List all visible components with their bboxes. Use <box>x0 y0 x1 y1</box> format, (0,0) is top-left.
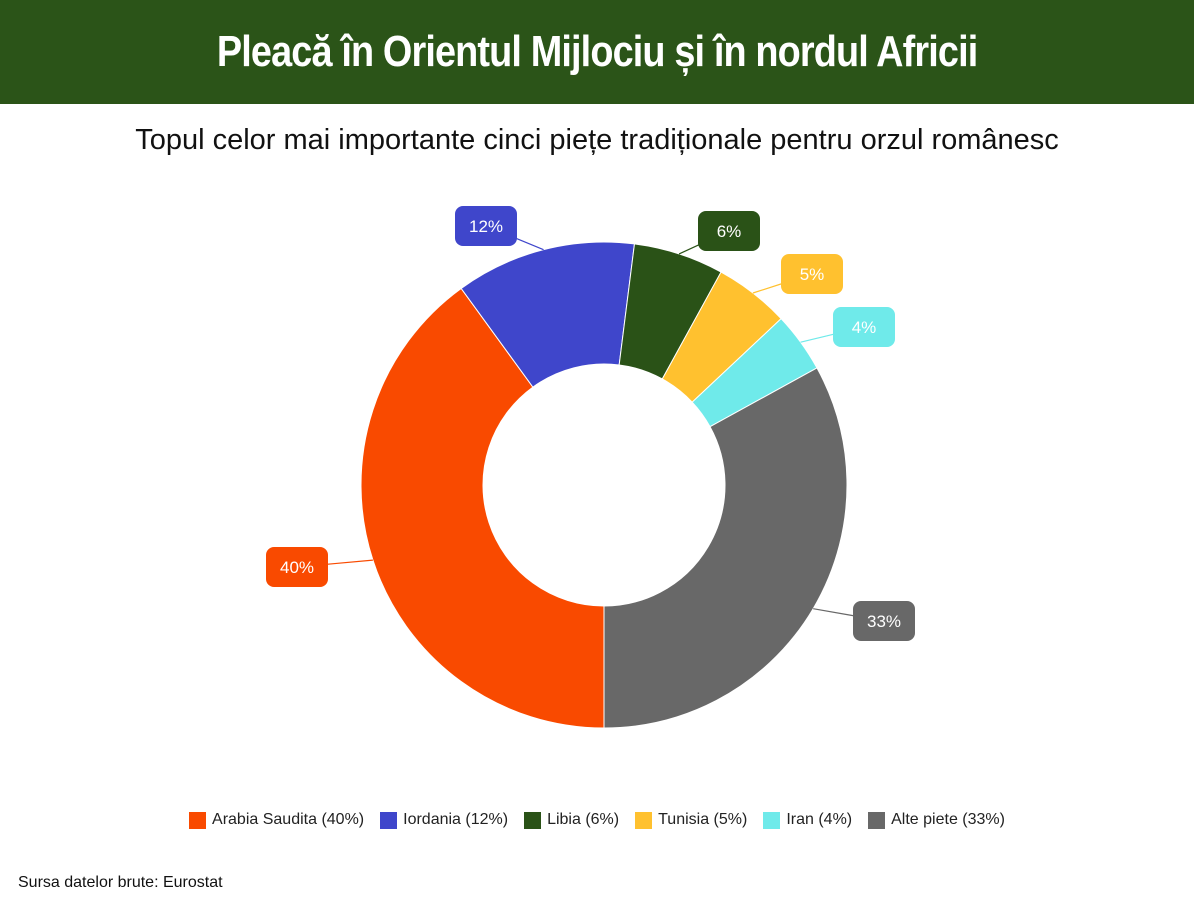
donut-chart: 40% 12% 6% 5% 4% 33% <box>266 206 915 729</box>
legend-swatch-arabia-saudita <box>189 811 207 829</box>
legend-label-alte-piete: Alte piete (33%) <box>891 811 1005 828</box>
label-box-tunisia <box>781 254 843 294</box>
data-label-iordania: 12% <box>469 217 503 236</box>
data-label-arabia-saudita: 40% <box>280 558 314 577</box>
page-title: Pleacă în Orientul Mijlociu și în nordul… <box>216 27 978 76</box>
label-box-libia <box>698 211 760 251</box>
legend-item-arabia-saudita: Arabia Saudita (40%) <box>189 811 364 829</box>
chart-legend: Arabia Saudita (40%) Iordania (12%) Libia … <box>0 811 1194 829</box>
header-banner: Pleacă în Orientul Mijlociu și în nordul… <box>0 0 1194 104</box>
legend-swatch-iordania <box>380 811 398 829</box>
legend-item-iran: Iran (4%) <box>763 811 852 829</box>
label-box-iran <box>833 307 895 347</box>
legend-label-tunisia: Tunisia (5%) <box>658 811 748 828</box>
legend-label-iordania: Iordania (12%) <box>403 811 509 828</box>
legend-item-iordania: Iordania (12%) <box>380 811 508 829</box>
legend-item-alte-piete: Alte piete (33%) <box>868 811 1005 829</box>
legend-swatch-iran <box>763 811 781 829</box>
legend-item-libia: Libia (6%) <box>524 811 619 829</box>
label-box-alte-piete <box>853 601 915 641</box>
data-label-alte-piete: 33% <box>867 612 901 631</box>
data-label-libia: 6% <box>717 222 742 241</box>
legend-swatch-alte-piete <box>868 811 886 829</box>
legend-swatch-libia <box>524 811 542 829</box>
legend-label-arabia-saudita: Arabia Saudita (40%) <box>212 811 365 828</box>
legend-item-tunisia: Tunisia (5%) <box>635 811 747 829</box>
slice-arabia-saudita <box>360 287 605 729</box>
label-box-iordania <box>455 206 517 246</box>
data-label-iran: 4% <box>852 318 877 337</box>
slice-alte-piete <box>603 367 848 729</box>
slice-iordania <box>460 241 636 388</box>
chart-title: Topul celor mai importante cinci piețe t… <box>135 124 1059 156</box>
label-box-arabia-saudita <box>266 547 328 587</box>
source-note: Sursa datelor brute: Eurostat <box>18 874 223 891</box>
legend-label-libia: Libia (6%) <box>547 811 620 828</box>
legend-label-iran: Iran (4%) <box>786 811 853 828</box>
data-label-tunisia: 5% <box>800 265 825 284</box>
legend-swatch-tunisia <box>635 811 653 829</box>
